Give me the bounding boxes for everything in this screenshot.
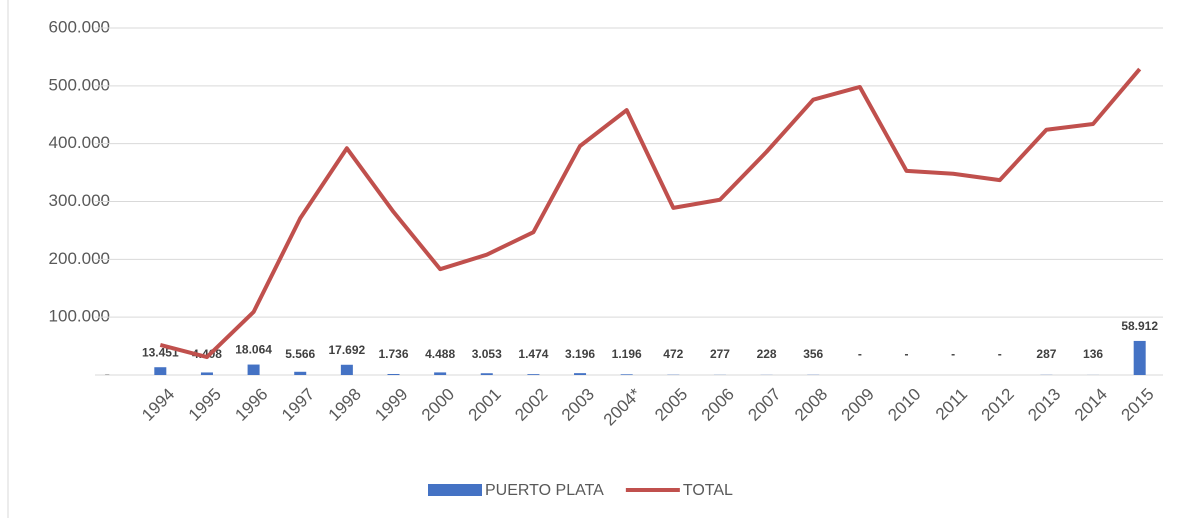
data-label: 472: [663, 347, 683, 361]
x-tick-label: 2013: [1024, 385, 1064, 425]
legend-swatch: [428, 484, 482, 496]
data-label: 277: [710, 347, 730, 361]
data-label: 1.736: [378, 347, 408, 361]
y-tick-label: 300.000: [49, 191, 110, 210]
x-tick-label: 2014: [1071, 385, 1111, 425]
data-label: 5.566: [285, 347, 315, 361]
x-tick-label: 2011: [932, 385, 971, 424]
x-tick-label: 2008: [791, 385, 831, 425]
x-tick-label: 2003: [558, 385, 598, 425]
data-label: 287: [1036, 347, 1056, 361]
y-tick-label: -: [104, 364, 110, 383]
bar: [387, 373, 400, 375]
bar: [294, 371, 307, 375]
data-label: 4.488: [425, 347, 455, 361]
bar: [1133, 340, 1146, 375]
x-tick-label: 1995: [185, 385, 225, 425]
x-tick-label: 1998: [325, 385, 365, 425]
x-tick-label: 2009: [838, 385, 878, 425]
x-tick-label: 2006: [698, 385, 738, 425]
x-tick-label: 2002: [511, 385, 551, 425]
data-label: -: [951, 347, 955, 361]
bar: [200, 372, 213, 375]
bar: [154, 367, 167, 375]
y-tick-label: 100.000: [49, 307, 110, 326]
x-tick-label: 2010: [884, 385, 924, 425]
data-label: 3.196: [565, 347, 595, 361]
line: [159, 67, 1142, 360]
data-label: 3.053: [472, 347, 502, 361]
x-tick-label: 2015: [1117, 385, 1157, 425]
data-label: 136: [1083, 347, 1103, 361]
bar: [620, 374, 633, 375]
legend-label: PUERTO PLATA: [485, 482, 604, 499]
y-tick-label: 200.000: [49, 249, 110, 268]
bar: [434, 372, 447, 375]
x-tick-label: 1994: [138, 385, 178, 425]
bar: [340, 364, 353, 375]
x-tick-label: 1996: [231, 385, 271, 425]
x-tick-label: 1999: [371, 385, 411, 425]
data-label: 58.912: [1121, 319, 1158, 333]
data-label: -: [905, 347, 909, 361]
bar: [574, 373, 587, 375]
x-tick-label: 2007: [744, 385, 784, 425]
data-label: 18.064: [235, 343, 272, 357]
data-label: 1.474: [518, 347, 548, 361]
data-label: -: [998, 347, 1002, 361]
y-tick-label: 400.000: [49, 133, 110, 152]
bar: [527, 374, 540, 375]
bar: [480, 373, 493, 375]
x-tick-label: 2001: [465, 385, 505, 425]
x-tick-label: 2000: [418, 385, 458, 425]
data-label: 228: [757, 347, 777, 361]
data-label: 356: [803, 347, 823, 361]
x-tick-label: 2004*: [600, 384, 645, 429]
y-tick-label: 600.000: [49, 17, 110, 36]
legend-label: TOTAL: [683, 482, 733, 499]
data-label: -: [858, 347, 862, 361]
data-label: 1.196: [612, 347, 642, 361]
bar: [247, 364, 260, 375]
x-tick-label: 1997: [278, 385, 318, 425]
data-label: 17.692: [329, 343, 366, 357]
x-tick-label: 2012: [978, 385, 1018, 425]
x-tick-label: 2005: [651, 385, 691, 425]
y-tick-label: 500.000: [49, 75, 110, 94]
